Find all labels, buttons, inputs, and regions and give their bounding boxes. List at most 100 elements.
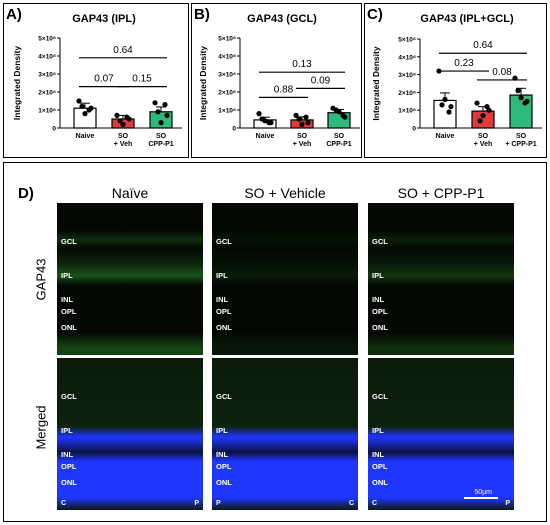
y-tick-label: 5×10⁸ [38, 36, 56, 43]
panel-a: GAP43 (IPL) Integrated Density 0 1×10⁸ 2×10⁸… [3, 3, 189, 158]
panel-label-c: C) [367, 6, 383, 23]
x-tick-label: Naive [256, 133, 275, 140]
y-axis-label: Integrated Density [12, 46, 22, 120]
p-value-label: 0.07 [94, 74, 114, 85]
chart-title: GAP43 (IPL+GCL) [420, 13, 514, 25]
layer-label: OPL [216, 307, 232, 316]
data-point [340, 112, 346, 118]
data-point [515, 88, 521, 94]
micrograph: GCL IPL INL OPL ONL [368, 203, 514, 355]
column-header-so-vehicle: SO + Vehicle [244, 185, 326, 201]
micrograph: GCL IPL INL OPL ONL [212, 203, 358, 355]
x-tick-label: SO [478, 133, 489, 140]
x-tick-label: CPP-P1 [326, 141, 351, 148]
y-tick-label: 1×10⁸ [218, 108, 236, 115]
data-point [114, 112, 120, 118]
layer-label: ONL [372, 323, 388, 332]
layer-label: ONL [216, 478, 232, 487]
data-point [299, 121, 305, 127]
layer-label: OPL [372, 462, 388, 471]
scale-bar [464, 497, 498, 499]
data-point [124, 114, 130, 120]
micrograph: GCL IPL INL OPL ONL C P [57, 358, 203, 510]
layer-label: ONL [372, 478, 388, 487]
y-axis-label: Integrated Density [371, 46, 381, 120]
panel-label-b: B) [194, 6, 210, 23]
y-tick-label: 1×10⁸ [38, 108, 56, 115]
scale-bar-label: 50µm [474, 489, 492, 496]
layer-label: INL [61, 295, 74, 304]
data-point [293, 112, 299, 118]
data-point [158, 120, 164, 126]
layer-label: IPL [216, 271, 228, 280]
panel-label-d: D) [18, 185, 34, 202]
row-label-gap43: GAP43 [33, 258, 49, 301]
layer-label: OPL [61, 462, 77, 471]
layer-label: GCL [372, 392, 388, 401]
p-value-label: 0.64 [473, 40, 493, 51]
layer-label: IPL [216, 426, 228, 435]
corner-label: C [61, 500, 67, 507]
y-axis-label: Integrated Density [198, 46, 208, 120]
y-tick-label: 1×10⁸ [398, 108, 416, 115]
y-tick-label: 3×10⁸ [38, 72, 56, 79]
layer-label: INL [61, 450, 74, 459]
p-value-label: 0.64 [113, 45, 133, 56]
chart-c: GAP43 (IPL+GCL) Integrated Density 0 1×10⁸ 2… [371, 13, 542, 148]
y-tick-label: 2×10⁸ [398, 90, 416, 97]
x-tick-label: CPP-P1 [148, 141, 173, 148]
x-tick-label: Naive [76, 133, 95, 140]
layer-label: INL [216, 450, 229, 459]
data-point [266, 120, 272, 126]
data-point [82, 111, 88, 117]
chart-b: GAP43 (GCL) Integrated Density 0 1×10⁸ 2×10⁸… [198, 13, 360, 148]
layer-label: INL [372, 450, 385, 459]
data-point [164, 112, 170, 118]
layer-label: IPL [61, 271, 73, 280]
p-value-label: 0.88 [274, 84, 294, 95]
layer-label: IPL [372, 426, 384, 435]
y-tick-label: 3×10⁸ [398, 72, 416, 79]
data-point [480, 112, 486, 119]
layer-label: GCL [216, 237, 232, 246]
data-point [155, 109, 161, 115]
layer-label: ONL [61, 323, 77, 332]
layer-label: GCL [61, 392, 77, 401]
y-tick-label: 4×10⁸ [38, 54, 56, 61]
corner-label: P [194, 500, 199, 507]
data-point [446, 109, 452, 115]
panel-c: GAP43 (IPL+GCL) Integrated Density 0 1×10⁸ 2… [364, 3, 547, 158]
data-point [76, 98, 82, 104]
data-point [305, 120, 311, 126]
y-tick-label: 5×10⁸ [218, 36, 236, 43]
data-point [152, 100, 158, 106]
p-value-label: 0.13 [292, 59, 312, 70]
chart-title: GAP43 (GCL) [247, 13, 317, 25]
data-point [79, 103, 85, 109]
p-value-label: 0.23 [454, 58, 474, 69]
layer-label: IPL [372, 271, 384, 280]
column-header-naive: Naïve [111, 185, 149, 201]
y-tick-label: 4×10⁸ [218, 54, 236, 61]
y-tick-label: 3×10⁸ [218, 72, 236, 79]
y-tick-label: 0 [232, 126, 236, 133]
layer-label: OPL [372, 307, 388, 316]
layer-label: IPL [61, 426, 73, 435]
layer-label: OPL [216, 462, 232, 471]
p-value-label: 0.08 [492, 67, 512, 78]
layer-label: ONL [216, 323, 232, 332]
x-tick-label: + Veh [474, 141, 492, 148]
y-tick-label: 5×10⁸ [398, 37, 416, 44]
x-tick-label: SO [334, 133, 345, 140]
data-point [117, 118, 123, 124]
layer-label: ONL [61, 478, 77, 487]
layer-label: GCL [216, 392, 232, 401]
data-point [120, 121, 126, 127]
column-header-so-cpp: SO + CPP-P1 [397, 185, 485, 201]
layer-label: INL [216, 295, 229, 304]
data-point [442, 96, 448, 103]
corner-label: C [372, 500, 378, 507]
data-point [256, 111, 262, 117]
data-point [303, 114, 309, 120]
x-tick-label: Naive [436, 133, 455, 140]
